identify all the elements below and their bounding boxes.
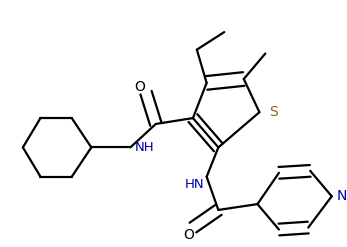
Text: S: S — [269, 105, 278, 119]
Text: O: O — [135, 80, 146, 94]
Text: N: N — [336, 189, 347, 203]
Text: O: O — [184, 228, 194, 242]
Text: HN: HN — [185, 178, 205, 191]
Text: NH: NH — [134, 141, 154, 154]
